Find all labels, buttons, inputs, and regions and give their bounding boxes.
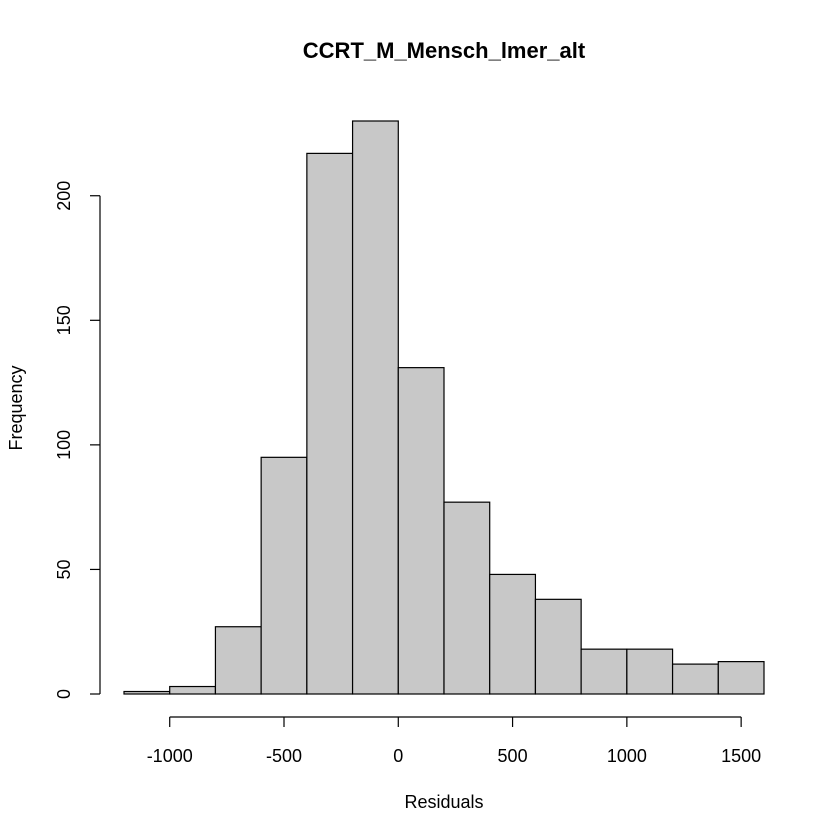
x-axis-label: Residuals (404, 792, 483, 812)
histogram-bar-10 (580, 648, 628, 695)
histogram-bar-13 (717, 661, 765, 695)
histogram-bar-6 (397, 367, 445, 695)
histogram-bar-1 (169, 685, 217, 695)
histogram-bar-2 (214, 626, 262, 695)
histogram-bar-11 (626, 648, 674, 695)
histogram-bar-5 (351, 120, 399, 695)
histogram-bar-4 (306, 152, 354, 695)
y-tick-label-4: 200 (54, 181, 74, 211)
chart-title: CCRT_M_Mensch_lmer_alt (303, 38, 586, 63)
histogram-bar-7 (443, 501, 491, 695)
x-axis-ticks: -1000 -500 0 500 1000 1500 (147, 717, 761, 766)
histogram-bar-8 (489, 573, 537, 695)
y-tick-label-0: 0 (54, 689, 74, 699)
y-axis-ticks: 0 50 100 150 200 (54, 181, 100, 699)
x-tick-label-0: -1000 (147, 746, 193, 766)
x-tick-label-3: 500 (498, 746, 528, 766)
y-tick-label-2: 100 (54, 430, 74, 460)
histogram-bar-9 (534, 598, 582, 695)
histogram-bar-0 (123, 690, 171, 695)
histogram-bar-3 (260, 456, 308, 695)
histogram-bar-12 (671, 663, 719, 695)
x-tick-label-5: 1500 (721, 746, 761, 766)
y-tick-label-1: 50 (54, 559, 74, 579)
x-tick-label-2: 0 (393, 746, 403, 766)
bars-group (123, 120, 765, 695)
y-tick-label-3: 150 (54, 305, 74, 335)
y-axis-label: Frequency (6, 365, 26, 450)
x-tick-label-4: 1000 (607, 746, 647, 766)
x-tick-label-1: -500 (266, 746, 302, 766)
